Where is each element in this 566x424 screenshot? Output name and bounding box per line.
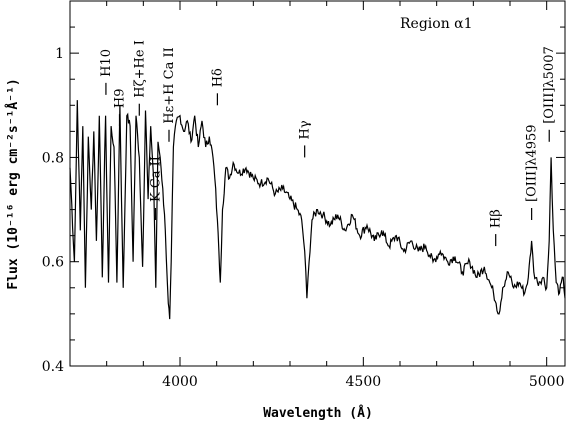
spectral-line-label: Hβ <box>489 209 504 228</box>
y-tick-label: 0.8 <box>42 150 64 166</box>
spectral-line-label: [OIII]λ4959 <box>525 124 540 202</box>
spectral-line-label: Hζ+He I <box>132 40 147 98</box>
spectral-line-label: H10 <box>99 49 114 77</box>
x-tick-label: 5000 <box>529 374 565 390</box>
spectral-line-label: Hγ <box>298 120 313 139</box>
line-markers <box>105 82 550 247</box>
spectral-line-label: K Ca II <box>148 156 163 202</box>
spectrum-line <box>69 100 566 320</box>
y-tick-label: 0.6 <box>42 255 64 271</box>
y-tick-label: 0.4 <box>42 359 64 375</box>
spectral-line-labels: H10 H9 Hζ+He I Hε+H Ca II K Ca II Hδ Hγ Hβ [OIII… <box>99 40 557 228</box>
spectral-line-label: H9 <box>113 89 128 109</box>
spectral-line-label: Hδ <box>210 68 225 87</box>
x-axis-title: Wavelength (Å) <box>263 405 373 421</box>
x-tick-label: 4000 <box>162 374 198 390</box>
x-tick-label: 4500 <box>346 374 382 390</box>
spectral-line-label: Hε+H Ca II <box>162 47 177 124</box>
spectral-line-label: [OIII]λ5007 <box>542 46 557 124</box>
region-annotation: Region α1 <box>400 16 473 32</box>
y-tick-label: 1 <box>55 46 64 62</box>
tick-labels: 4000 4500 5000 0.4 0.6 0.8 1 <box>42 46 565 390</box>
y-axis-title: Flux (10⁻¹⁶ erg cm⁻²s⁻¹Å⁻¹) <box>5 78 21 289</box>
